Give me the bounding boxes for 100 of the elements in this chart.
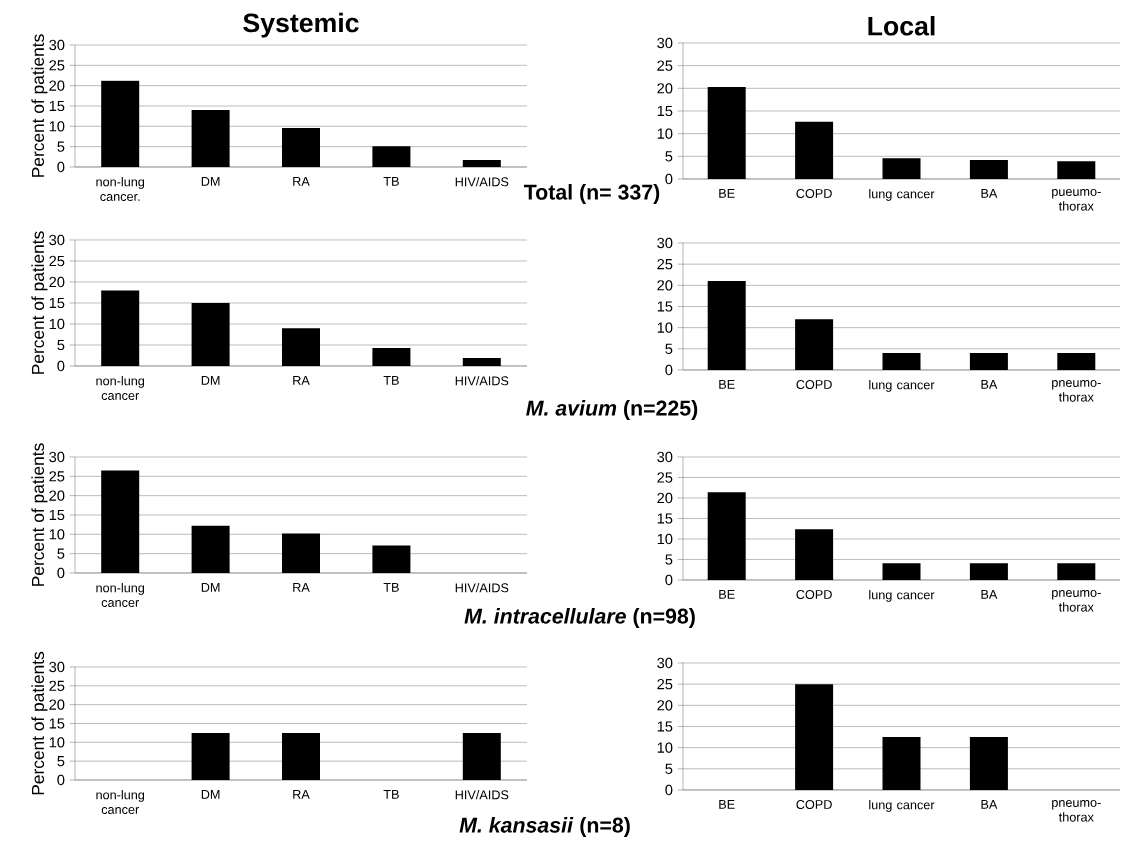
bar (191, 525, 230, 573)
x-tick-label: pneumo-thorax (1052, 590, 1101, 612)
text: M. kansasii (n=8) (459, 817, 630, 837)
bar (462, 160, 501, 167)
y-tick-label: 10 (49, 318, 65, 330)
y-tick-label: 20 (657, 492, 673, 504)
x-tick-label: RA (293, 583, 310, 592)
x-tick-label: pneumo-thorax (1052, 800, 1101, 822)
y-tick-label: 15 (657, 301, 673, 312)
y-tick-label: 30 (49, 451, 65, 463)
y-tick-label: 30 (657, 657, 673, 669)
text: M. intracellulare (n=98) (464, 608, 695, 628)
bar (191, 302, 230, 366)
x-tick-label: HIV/AIDS (455, 376, 509, 386)
bar (707, 492, 746, 580)
y-tick-label: 25 (49, 255, 65, 267)
y-tick-label: 5 (57, 756, 65, 767)
x-tick-label: RA (293, 376, 310, 385)
y-tick-label: 25 (657, 258, 673, 270)
x-tick-label: COPD (796, 800, 832, 809)
x-tick-label: BA (981, 189, 998, 198)
x-tick-label: BA (981, 380, 998, 389)
x-tick-label: COPD (796, 189, 832, 198)
y-tick-label: 5 (57, 339, 65, 351)
x-tick-label: COPD (796, 590, 832, 599)
x-tick-label: BE (719, 380, 735, 389)
y-tick-label: 15 (657, 721, 673, 732)
y-tick-label: 25 (657, 472, 673, 483)
x-tick-label: lung cancer (869, 189, 935, 201)
bar (795, 319, 834, 370)
y-tick-label: 30 (49, 234, 65, 246)
bar (969, 159, 1008, 179)
chart-title: Local (868, 16, 935, 36)
y-tick-label: 10 (657, 533, 673, 545)
y-tick-label: 20 (49, 490, 65, 501)
x-tick-label: non-lung cancer (96, 790, 145, 814)
x-tick-label: non-lung cancer (96, 376, 145, 400)
x-tick-label: TB (383, 177, 399, 186)
bar (282, 127, 320, 167)
y-tick-label: 15 (657, 105, 673, 117)
bar (795, 121, 834, 179)
bar (1057, 353, 1096, 370)
y-tick-label: 20 (657, 700, 673, 711)
y-tick-label: 5 (665, 554, 673, 565)
x-tick-label: HIV/AIDS (455, 177, 509, 187)
x-tick-label: COPD (796, 380, 832, 389)
y-tick-label: 10 (657, 128, 673, 139)
y-axis-title: Percent of patients (31, 443, 48, 586)
bar (462, 358, 501, 366)
x-tick-label: lung cancer (869, 800, 935, 812)
x-tick-label: BE (719, 800, 735, 809)
y-tick-label: 25 (657, 60, 673, 71)
y-tick-label: 0 (665, 784, 673, 796)
y-tick-label: 0 (665, 173, 673, 185)
x-tick-label: non-lung cancer. (96, 177, 145, 201)
bar (101, 470, 140, 573)
y-tick-label: 5 (665, 151, 673, 162)
x-tick-label: TB (383, 583, 399, 592)
bar (707, 86, 746, 179)
x-tick-label: TB (383, 376, 399, 385)
y-tick-label: 20 (49, 276, 65, 288)
y-tick-label: 15 (49, 100, 65, 112)
y-tick-label: 15 (49, 509, 65, 521)
y-axis-title: Percent of patients (31, 34, 48, 177)
x-tick-label: HIV/AIDS (455, 790, 509, 800)
bar (372, 347, 411, 366)
y-tick-label: 5 (665, 343, 673, 354)
bar (969, 353, 1008, 370)
bar (101, 290, 140, 366)
y-tick-label: 30 (657, 237, 673, 249)
bar (101, 80, 140, 167)
x-tick-label: HIV/AIDS (455, 583, 509, 593)
x-tick-label: BA (981, 800, 998, 809)
y-tick-label: 30 (657, 451, 673, 463)
y-tick-label: 10 (657, 322, 673, 333)
bar (882, 158, 921, 179)
x-tick-label: pueumo-thorax (1052, 189, 1101, 211)
y-tick-label: 20 (49, 80, 65, 91)
y-tick-label: 25 (49, 680, 65, 692)
text: M. avium (n=225) (526, 400, 698, 420)
y-tick-label: 0 (57, 161, 65, 173)
y-tick-label: 30 (657, 37, 673, 49)
x-tick-label: RA (293, 177, 310, 186)
y-tick-label: 20 (49, 699, 65, 710)
x-tick-label: lung cancer (869, 380, 935, 392)
x-tick-label: RA (293, 790, 310, 799)
bar (1057, 563, 1096, 580)
x-tick-label: BE (719, 590, 735, 599)
x-tick-label: lung cancer (869, 590, 935, 602)
bar (372, 146, 411, 167)
y-tick-label: 20 (657, 280, 673, 291)
text: Total (n= 337) (523, 184, 660, 204)
y-tick-label: 30 (49, 661, 65, 673)
bar (1057, 161, 1096, 179)
y-tick-label: 0 (665, 364, 673, 376)
x-tick-label: DM (201, 177, 220, 186)
y-tick-label: 0 (665, 574, 673, 586)
bar (707, 281, 746, 370)
y-tick-label: 0 (57, 360, 65, 372)
y-tick-label: 25 (49, 471, 65, 482)
